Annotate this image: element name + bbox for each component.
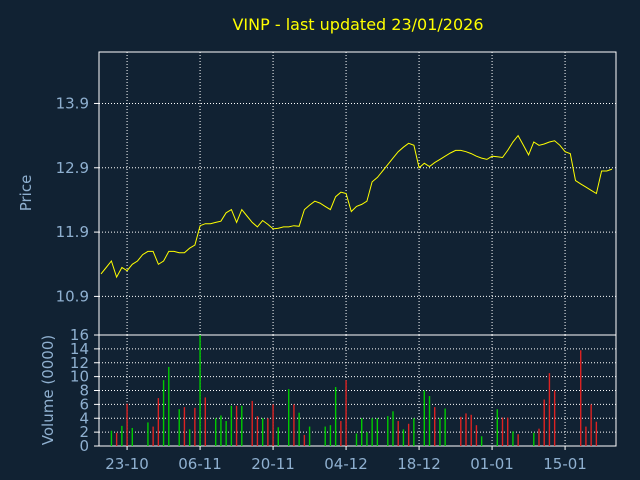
x-tick-label: 20-11 [251, 455, 295, 473]
volume-y-tick-label: 12 [70, 354, 89, 372]
chart-title: VINP - last updated 23/01/2026 [232, 15, 483, 34]
x-tick-label: 15-01 [543, 455, 587, 473]
x-tick-label: 18-12 [397, 455, 441, 473]
price-y-axis: 10.9 11.9 12.9 13.9 [56, 94, 99, 305]
volume-y-tick-label: 2 [79, 423, 89, 441]
volume-bars [110, 335, 598, 446]
price-series-line [100, 134, 613, 279]
volume-axis-label: Volume (0000) [39, 335, 57, 445]
price-y-tick-label: 12.9 [56, 159, 89, 177]
x-tick-label: 06-11 [178, 455, 222, 473]
x-tick-label: 01-01 [470, 455, 514, 473]
volume-y-tick-label: 8 [79, 382, 89, 400]
volume-y-tick-label: 10 [70, 368, 89, 386]
x-tick-label: 04-12 [324, 455, 368, 473]
x-tick-label: 23-10 [105, 455, 149, 473]
volume-y-tick-label: 16 [70, 326, 89, 344]
volume-y-tick-label: 14 [70, 340, 89, 358]
price-y-tick-label: 10.9 [56, 287, 89, 305]
price-plot-area [98, 51, 617, 336]
price-axis-label: Price [17, 175, 35, 212]
volume-y-tick-label: 0 [79, 437, 89, 455]
price-y-tick-label: 13.9 [56, 94, 89, 112]
volume-y-tick-label: 6 [79, 395, 89, 413]
volume-y-tick-label: 4 [79, 409, 89, 427]
x-axis: 23-10 06-11 20-11 04-12 18-12 01-01 15-01 [105, 446, 587, 473]
price-y-tick-label: 11.9 [56, 223, 89, 241]
